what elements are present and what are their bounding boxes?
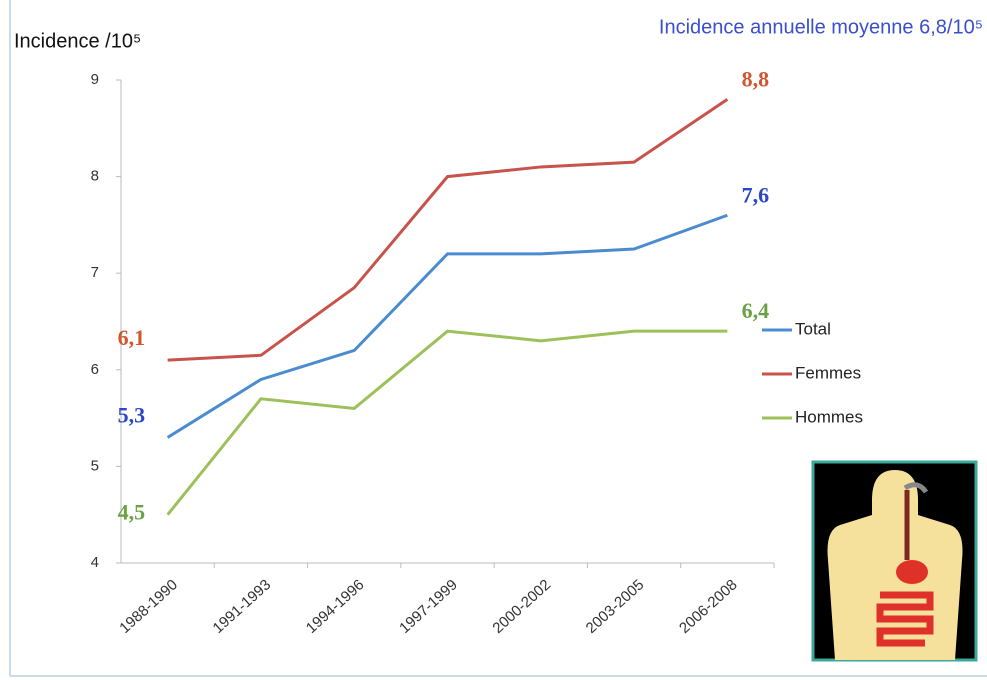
y-tick-label: 8 [91,168,99,185]
series-line [167,98,729,362]
body-shape [827,470,963,660]
y-tick-label: 4 [91,554,99,571]
value-label: 6,1 [118,325,145,350]
value-label: 4,5 [118,500,145,525]
value-label: 5,3 [118,402,145,427]
value-label: 8,8 [742,66,770,91]
throat [903,482,929,494]
series-line [166,213,728,439]
y-tick-label: 5 [91,457,99,474]
y-tick-label: 6 [91,361,99,378]
legend-label: Hommes [795,407,863,426]
value-label: 7,6 [742,182,770,207]
y-tick-label: 7 [91,264,99,281]
illustration [811,460,978,662]
chart-title: Incidence annuelle moyenne 6,8/10⁵ [659,16,983,38]
legend-label: Femmes [795,363,861,382]
y-tick-label: 9 [91,71,99,88]
value-label: 6,4 [742,298,770,323]
series-line [166,329,728,516]
stomach [896,560,928,584]
intestine [876,591,934,647]
y-axis-label: Incidence /10⁵ [14,30,141,52]
legend-label: Total [795,319,831,338]
